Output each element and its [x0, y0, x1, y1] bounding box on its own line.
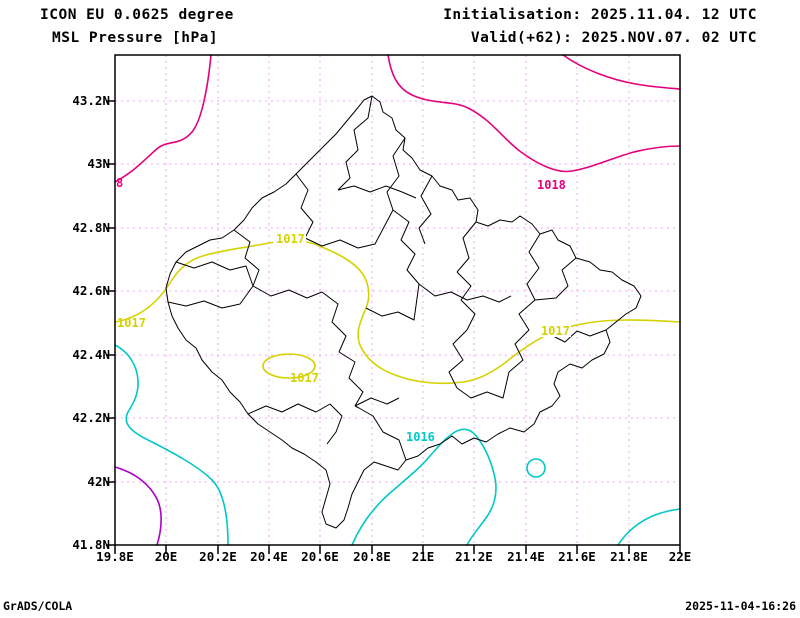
contour-closed-1017 — [262, 353, 316, 379]
contour-label-1018-edge: 8 — [116, 176, 123, 190]
district-border — [247, 403, 331, 415]
contour-label-1017-small: 1017 — [290, 371, 319, 385]
district-border — [534, 257, 577, 301]
district-border — [233, 229, 260, 287]
district-border — [354, 397, 400, 407]
district-border — [365, 283, 420, 321]
contour-path-1016 — [114, 344, 229, 546]
contour-label-1018: 1018 — [537, 178, 566, 192]
x-tick-label: 21E — [412, 549, 435, 564]
y-tick-label: 42.4N — [72, 347, 110, 362]
field-title: MSL Pressure [hPa] — [52, 30, 219, 46]
y-tick-label: 42.6N — [72, 283, 110, 298]
latlon-gridlines — [115, 55, 680, 545]
contour-labels: 8 1018 1017 1017 1017 1017 1016 — [116, 176, 571, 444]
district-border — [167, 285, 254, 309]
x-tick-label: 20.6E — [301, 549, 339, 564]
model-title: ICON EU 0.0625 degree — [40, 7, 234, 23]
district-border — [526, 233, 541, 301]
contour-path-1016 — [351, 428, 497, 546]
x-tick-label: 20E — [155, 549, 178, 564]
contour-label-1017-edge: 1017 — [117, 316, 146, 330]
x-tick-label: 21.6E — [558, 549, 596, 564]
district-border — [392, 209, 420, 285]
district-border — [338, 351, 364, 407]
district-border — [337, 185, 417, 199]
label-mask — [534, 177, 567, 191]
district-border — [418, 175, 433, 245]
y-tick-label: 43.2N — [72, 93, 110, 108]
district-border — [175, 261, 254, 287]
district-border — [418, 283, 512, 303]
contour-label-1017: 1017 — [541, 324, 570, 338]
label-mask — [538, 324, 571, 337]
district-border — [295, 173, 314, 239]
kosovo-outline — [165, 95, 642, 529]
y-tick-label: 42.8N — [72, 220, 110, 235]
contour-path-1018 — [114, 54, 212, 183]
plot-frame — [114, 54, 681, 546]
contour-label-1017: 1017 — [276, 232, 305, 246]
x-tick-label: 20.2E — [199, 549, 237, 564]
contour-label-1016: 1016 — [406, 430, 435, 444]
contour-path-purple — [114, 466, 162, 546]
district-border — [456, 221, 477, 273]
y-tick-label: 42N — [87, 474, 110, 489]
contour-path-1018 — [387, 54, 681, 173]
contour-path-1016 — [617, 508, 681, 546]
x-tick-label: 19.8E — [96, 549, 134, 564]
district-border — [321, 291, 347, 353]
contour-group-purple — [114, 466, 162, 546]
label-mask — [402, 430, 436, 443]
y-tick-label: 41.8N — [72, 537, 110, 552]
contour-path-1018 — [562, 54, 681, 90]
label-mask — [273, 232, 306, 245]
x-axis-labels: 19.8E 20E 20.2E 20.4E 20.6E 20.8E 21E 21… — [96, 549, 691, 564]
district-border — [337, 95, 373, 191]
district-border — [448, 329, 468, 389]
map-borders — [165, 95, 642, 529]
y-tick-label: 43N — [87, 156, 110, 171]
contour-group-1016 — [114, 344, 681, 546]
district-border — [456, 271, 476, 331]
x-tick-label: 20.4E — [250, 549, 288, 564]
x-tick-label: 22E — [669, 549, 692, 564]
district-border — [386, 137, 406, 211]
creation-timestamp: 2025-11-04-16:26 — [685, 599, 796, 613]
grads-credit: GrADS/COLA — [3, 599, 73, 613]
x-tick-label: 21.8E — [610, 549, 648, 564]
district-border — [354, 405, 407, 461]
district-border — [252, 285, 323, 299]
y-axis-labels: 43.2N 43N 42.8N 42.6N 42.4N 42.2N 42N 41… — [72, 93, 110, 552]
valid-time-label: Valid(+62): 2025.NOV.07. 02 UTC — [470, 30, 757, 46]
x-tick-label: 21.2E — [455, 549, 493, 564]
init-time-label: Initialisation: 2025.11.04. 12 UTC — [443, 7, 757, 23]
district-border — [508, 299, 536, 373]
x-tick-label: 20.8E — [353, 549, 391, 564]
y-tick-label: 42.2N — [72, 410, 110, 425]
plot-frame-group — [106, 54, 681, 554]
contour-group-1018 — [114, 54, 681, 183]
district-border — [552, 329, 607, 343]
x-tick-label: 21.4E — [507, 549, 545, 564]
district-border — [304, 209, 394, 249]
district-border — [456, 371, 510, 399]
district-border — [326, 403, 343, 445]
contour-closed-1016 — [526, 458, 546, 478]
